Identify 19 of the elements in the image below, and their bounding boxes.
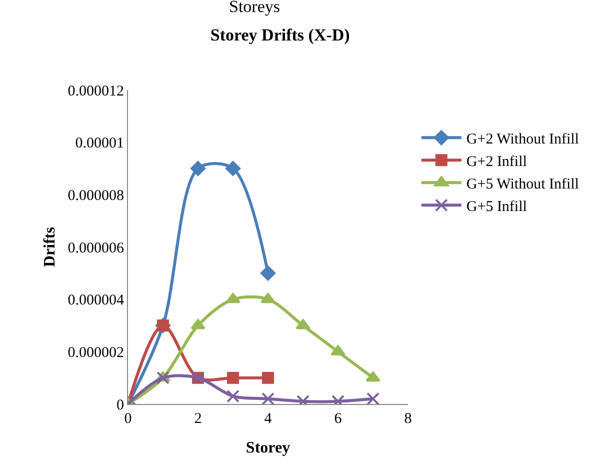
y-tick-label: 0.00001: [75, 136, 124, 152]
legend-label: G+2 Without Infill: [466, 132, 579, 148]
chart-title: Storey Drifts (X-D): [210, 25, 350, 44]
legend-label: G+5 Without Infill: [466, 176, 579, 192]
y-tick-label: 0: [116, 397, 124, 414]
y-tick-label: 0.000004: [68, 292, 124, 309]
x-axis-title: Storey: [246, 440, 290, 457]
text: Storeys: [229, 0, 280, 16]
y-tick-label: 0.000002: [68, 344, 124, 361]
x-tick-label: 6: [334, 411, 342, 427]
x-tick-label: 2: [194, 411, 202, 427]
legend-label: G+2 Infill: [466, 154, 527, 170]
y-tick-label: 0.000008: [68, 188, 124, 204]
legend-label: G+5 Infill: [466, 199, 527, 215]
y-tick-label: 0.000012: [68, 83, 124, 100]
y-axis-title: Drifts: [42, 227, 59, 267]
x-tick-label: 8: [404, 411, 412, 427]
y-tick-label: 0.000006: [68, 240, 124, 256]
x-tick-label: 4: [264, 411, 272, 427]
